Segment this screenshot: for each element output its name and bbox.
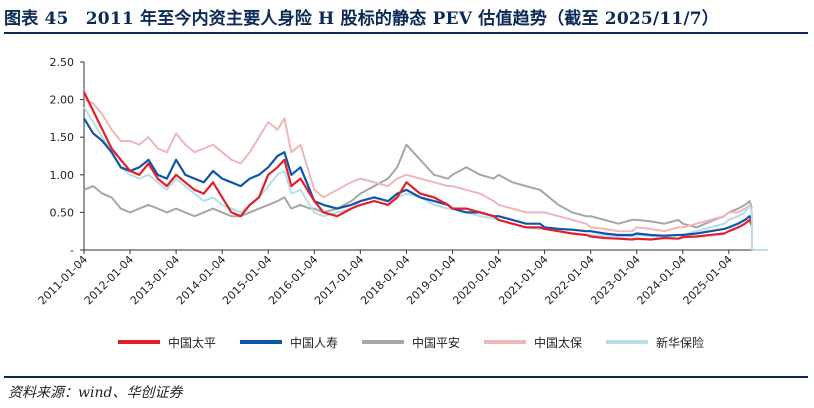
legend-swatch	[118, 340, 160, 344]
legend-swatch	[606, 340, 648, 344]
y-tick-label: 2.50	[50, 56, 75, 69]
y-tick-label: 1.50	[50, 131, 75, 144]
legend-item: 中国人寿	[240, 332, 338, 352]
y-axis: - 0.50 1.00 1.50 2.00 2.50	[50, 56, 85, 257]
y-tick-label: -	[70, 244, 74, 257]
chart-legend: 中国太平 中国人寿 中国平安 中国太保 新华保险	[0, 332, 814, 352]
footer-divider	[4, 376, 808, 378]
legend-label: 中国平安	[412, 335, 461, 350]
legend-swatch	[484, 340, 526, 344]
title-divider	[4, 32, 808, 34]
x-tick-label: 2025-01-04	[681, 253, 735, 307]
legend-item: 新华保险	[606, 332, 704, 352]
legend-swatch	[362, 340, 404, 344]
series-line-1	[83, 91, 753, 241]
series-line-3	[83, 143, 753, 229]
y-tick-label: 1.00	[50, 169, 75, 182]
legend-item: 中国太保	[484, 332, 582, 352]
legend-item: 中国太平	[118, 332, 216, 352]
x-axis: 2011-01-042012-01-042013-01-042014-01-04…	[36, 249, 768, 307]
source-note: 资料来源：wind、华创证券	[8, 385, 183, 401]
legend-label: 中国太保	[534, 335, 583, 350]
legend-label: 中国人寿	[290, 335, 339, 350]
series-lines	[83, 91, 768, 251]
legend-label: 中国太平	[168, 335, 217, 350]
legend-item: 中国平安	[362, 332, 460, 352]
series-line-4	[83, 98, 753, 233]
pev-line-chart: - 0.50 1.00 1.50 2.00 2.50 2011-01-042012-01-…	[36, 56, 768, 307]
y-tick-label: 0.50	[50, 206, 75, 219]
chart-title: 图表 45 2011 年至今内资主要人身险 H 股标的静态 PEV 估值趋势（截…	[4, 9, 720, 29]
legend-label: 新华保险	[656, 335, 705, 350]
series-line-2	[83, 117, 753, 237]
y-tick-label: 2.00	[50, 94, 75, 107]
legend-swatch	[240, 340, 282, 344]
